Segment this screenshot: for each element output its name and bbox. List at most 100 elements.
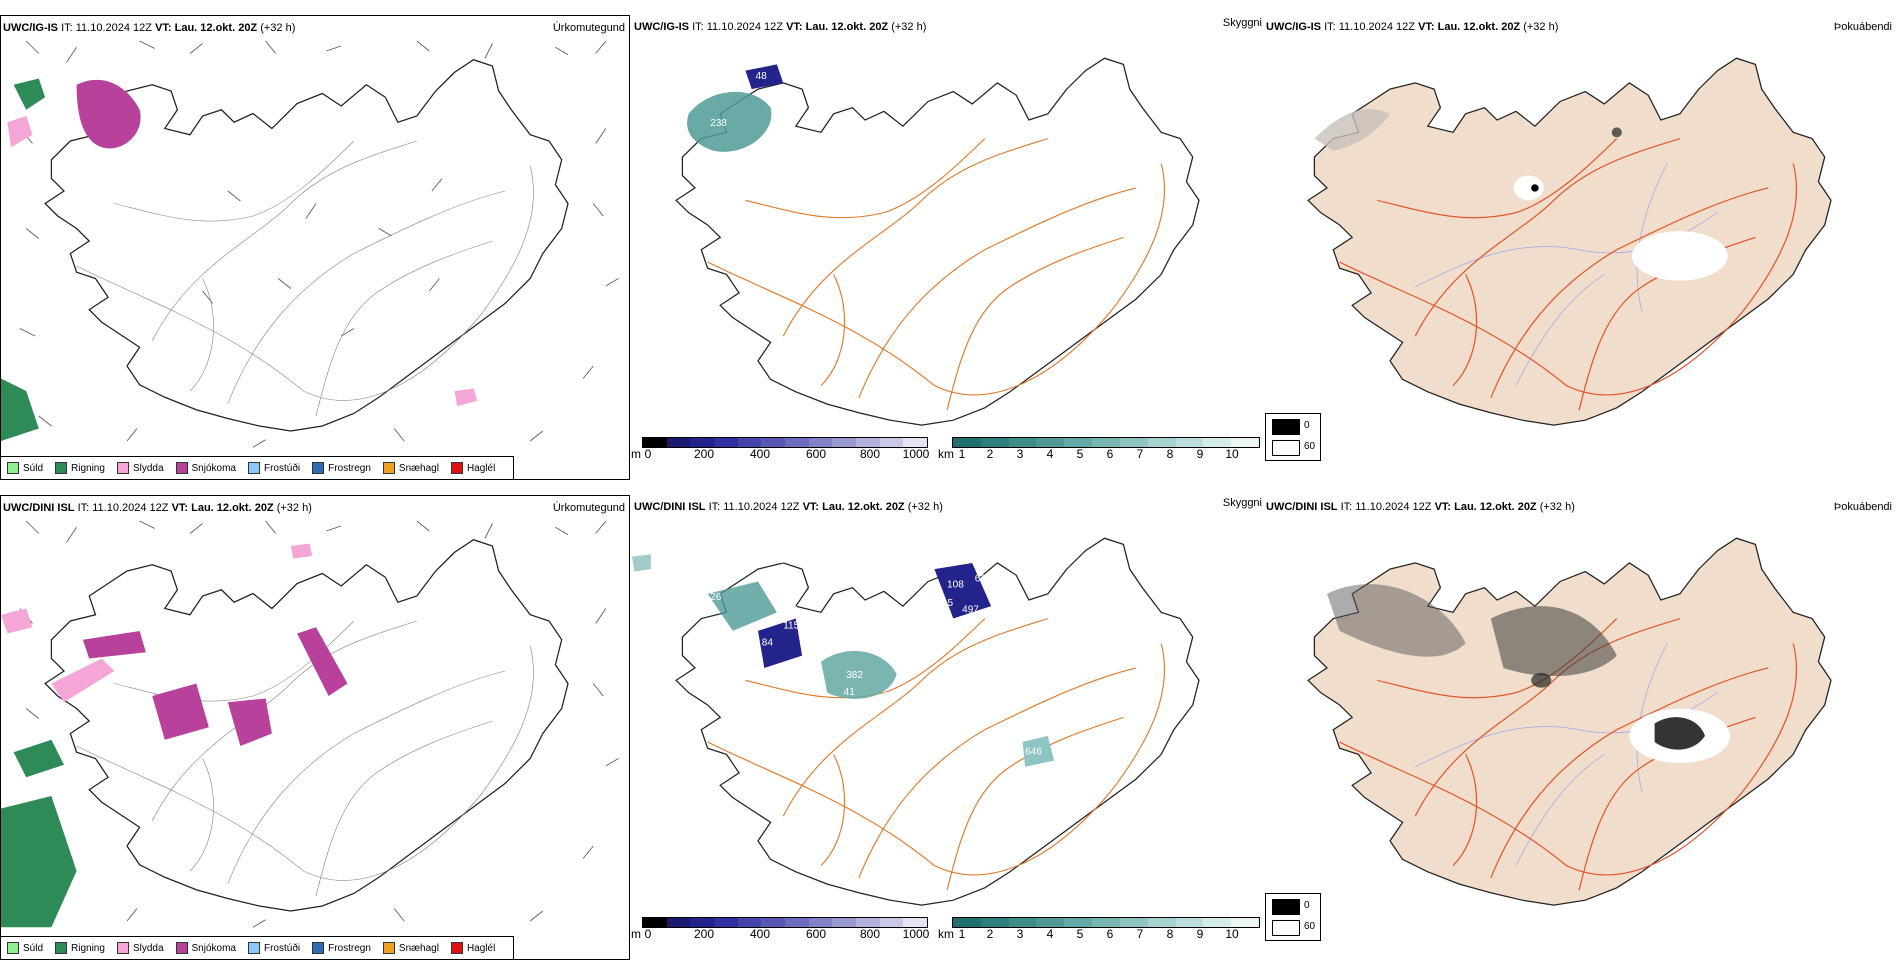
map-value-label: 63 <box>975 574 987 585</box>
ceiling-colorbar: m 0 200 400 600 800 1000 <box>631 437 932 465</box>
visibility-tick: 2 <box>986 927 994 941</box>
legend-item: Frostregn <box>312 942 371 954</box>
panel-title: UWC/IG-IS IT: 11.10.2024 12Z VT: Lau. 12… <box>3 22 296 34</box>
visibility-tick: 5 <box>1076 927 1084 941</box>
snow-area <box>76 79 141 149</box>
legend-item: Snjókoma <box>175 942 236 954</box>
visibility-unit: km <box>938 927 954 941</box>
fog-legend-label: 0 <box>1304 900 1310 911</box>
visibility-map-dini: 152 176 26 115 84 697 892 43 382 41 427 … <box>632 537 1200 906</box>
visibility-tick: 10 <box>1225 927 1239 941</box>
panel-title: UWC/DINI ISL IT: 11.10.2024 12Z VT: Lau.… <box>634 501 943 513</box>
precip-type-label: Úrkomutegund <box>552 502 625 514</box>
fog-label: Þokuábendi <box>1833 501 1892 513</box>
map-value-label: 84 <box>762 638 774 649</box>
fog-swatch <box>1272 440 1300 456</box>
visibility-colorbar-bar <box>952 437 1260 448</box>
map-value-label: 41 <box>844 687 856 698</box>
map-value-label: 152 <box>773 555 790 566</box>
fog-map-dini <box>1307 537 1832 906</box>
visibility-tick: 4 <box>1046 447 1054 461</box>
legend-item: Slydda <box>116 942 164 954</box>
glacier-area <box>1513 175 1544 201</box>
fog-swatch <box>1272 920 1300 936</box>
ceiling-tick: 600 <box>805 927 827 941</box>
glacier-area <box>1631 231 1728 281</box>
visibility-tick: 7 <box>1136 927 1144 941</box>
fog-legend-label: 60 <box>1304 921 1316 932</box>
low-visibility-area <box>687 91 772 152</box>
map-value-label: 382 <box>846 670 863 681</box>
ceiling-tick: 0 <box>644 447 652 461</box>
fog-label: Þokuábendi <box>1833 21 1892 33</box>
legend-item: Rigning <box>55 462 105 474</box>
fog-swatch <box>1272 899 1300 915</box>
map-value-label: 115 <box>783 620 800 631</box>
legend-item: Frostúði <box>247 942 300 954</box>
map-value-label: 238 <box>710 118 727 129</box>
map-value-label: 646 <box>1025 746 1042 757</box>
legend-item: Haglél <box>450 462 495 474</box>
visibility-tick: 4 <box>1046 927 1054 941</box>
fog-legend: 0 60 <box>1265 413 1321 461</box>
visibility-tick: 1 <box>958 447 966 461</box>
legend-item: Snjókoma <box>175 462 236 474</box>
map-value-label: 26 <box>710 592 722 603</box>
fog-legend: 0 60 <box>1265 893 1321 941</box>
legend-item: Súld <box>7 942 43 954</box>
visibility-panel-ig: 238 48 UWC/IG-IS IT: 11.10.2024 12Z VT: … <box>631 15 1262 480</box>
precip-type-panel-ig: UWC/IG-IS IT: 11.10.2024 12Z VT: Lau. 12… <box>0 15 630 480</box>
panel-title: UWC/DINI ISL IT: 11.10.2024 12Z VT: Lau.… <box>1266 501 1575 513</box>
map-value-label: 697 <box>796 666 813 677</box>
panel-title: UWC/DINI ISL IT: 11.10.2024 12Z VT: Lau.… <box>3 502 312 514</box>
ceiling-tick: 1000 <box>902 927 930 941</box>
visibility-tick: 6 <box>1106 447 1114 461</box>
low-ceiling-area <box>745 64 784 90</box>
ceiling-tick: 1000 <box>902 447 930 461</box>
sleet-area-s <box>454 388 478 406</box>
precip-legend: Súld Rigning Slydda Snjókoma Frostúði Fr… <box>1 456 515 479</box>
rain-area <box>13 78 46 110</box>
ceiling-tick: 400 <box>749 447 771 461</box>
map-value-label: 75 <box>827 712 839 723</box>
visibility-tick: 3 <box>1016 927 1024 941</box>
ceiling-unit: m <box>631 447 641 461</box>
map-value-label: 497 <box>962 604 979 615</box>
legend-item: Súld <box>7 462 43 474</box>
fog-map-ig <box>1307 57 1832 426</box>
ceiling-colorbar-bar <box>642 437 928 448</box>
legend-item: Frostregn <box>312 462 371 474</box>
ceiling-tick: 400 <box>749 927 771 941</box>
ceiling-tick: 200 <box>693 447 715 461</box>
visibility-tick: 3 <box>1016 447 1024 461</box>
fog-panel-dini: UWC/DINI ISL IT: 11.10.2024 12Z VT: Lau.… <box>1264 495 1894 960</box>
visibility-tick: 9 <box>1196 447 1204 461</box>
ceiling-colorbar-bar <box>642 917 928 928</box>
visibility-tick: 10 <box>1225 447 1239 461</box>
rain-area-sw <box>1 378 39 441</box>
precip-type-label: Úrkomutegund <box>552 22 625 34</box>
map-value-label: 427 <box>881 691 898 702</box>
precip-type-panel-dini: UWC/DINI ISL IT: 11.10.2024 12Z VT: Lau.… <box>0 495 630 960</box>
visibility-unit: km <box>938 447 954 461</box>
visibility-tick: 7 <box>1136 447 1144 461</box>
map-value-label: 48 <box>755 71 767 82</box>
map-value-label: 15 <box>942 598 954 609</box>
precip-type-map-dini <box>1 520 619 928</box>
ceiling-tick: 800 <box>859 927 881 941</box>
ceiling-tick: 600 <box>805 447 827 461</box>
map-value-label: 892 <box>777 679 794 690</box>
fog-panel-ig: UWC/IG-IS IT: 11.10.2024 12Z VT: Lau. 12… <box>1264 15 1894 480</box>
visibility-colorbar-bar <box>952 917 1260 928</box>
visibility-tick: 2 <box>986 447 994 461</box>
visibility-tick: 8 <box>1166 447 1174 461</box>
ceiling-unit: m <box>631 927 641 941</box>
visibility-tick: 9 <box>1196 927 1204 941</box>
ceiling-colorbar: m 0 200 400 600 800 1000 <box>631 917 932 945</box>
visibility-colorbar: km 1 2 3 4 5 6 7 8 9 10 <box>938 437 1262 465</box>
legend-item: Snæhagl <box>382 942 439 954</box>
visibility-tick: 5 <box>1076 447 1084 461</box>
visibility-label: Skyggni <box>1222 497 1262 509</box>
visibility-colorbar: km 1 2 3 4 5 6 7 8 9 10 <box>938 917 1262 945</box>
legend-item: Rigning <box>55 942 105 954</box>
